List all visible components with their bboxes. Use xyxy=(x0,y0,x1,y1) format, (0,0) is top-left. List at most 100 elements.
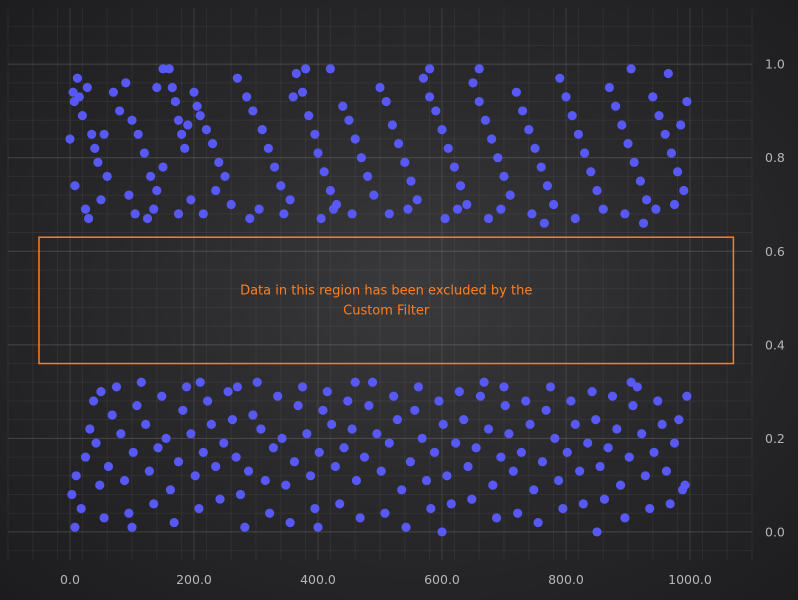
data-point xyxy=(676,120,686,130)
data-point xyxy=(201,125,211,135)
data-point xyxy=(483,213,494,224)
data-point xyxy=(665,499,675,509)
data-point xyxy=(640,471,650,481)
data-point xyxy=(615,480,626,490)
data-point xyxy=(214,157,224,167)
data-point xyxy=(325,64,335,74)
y-tick-label: 0.6 xyxy=(765,244,785,259)
data-point xyxy=(161,433,171,443)
data-point xyxy=(265,508,275,518)
data-point xyxy=(103,461,114,472)
data-point xyxy=(431,106,441,116)
data-point xyxy=(108,87,118,97)
data-point xyxy=(173,115,184,125)
data-point xyxy=(418,73,428,83)
data-point xyxy=(279,209,289,219)
data-point xyxy=(169,517,179,528)
data-point xyxy=(152,82,162,93)
data-point xyxy=(381,96,391,107)
data-point xyxy=(375,82,385,93)
data-point xyxy=(198,447,208,458)
data-point xyxy=(124,508,134,518)
data-point xyxy=(149,204,159,214)
data-point xyxy=(338,101,348,111)
data-point xyxy=(454,386,464,397)
data-point xyxy=(555,73,565,83)
data-point xyxy=(181,382,192,392)
data-point xyxy=(674,415,684,425)
excluded-region-label-line2: Custom Filter xyxy=(343,303,430,318)
data-point xyxy=(488,480,498,490)
data-point xyxy=(521,396,531,406)
data-point xyxy=(72,73,83,83)
data-point xyxy=(285,517,295,528)
data-point xyxy=(158,162,168,172)
data-point xyxy=(660,129,670,139)
data-point xyxy=(285,195,295,205)
data-point xyxy=(417,433,427,443)
data-point xyxy=(223,386,233,397)
data-point xyxy=(291,68,301,79)
data-point xyxy=(339,443,349,453)
data-point xyxy=(567,110,577,121)
data-point xyxy=(499,382,509,392)
data-point xyxy=(99,129,109,139)
data-point xyxy=(624,452,634,462)
data-point xyxy=(425,64,435,74)
data-point xyxy=(654,110,664,121)
data-point xyxy=(425,92,435,102)
data-point xyxy=(70,522,80,532)
data-point xyxy=(195,110,205,121)
data-point xyxy=(493,153,503,163)
data-point xyxy=(537,457,548,467)
data-points xyxy=(65,64,692,537)
data-point xyxy=(682,96,692,107)
data-point xyxy=(440,213,450,224)
data-point xyxy=(256,424,266,434)
data-point xyxy=(313,522,323,532)
data-point xyxy=(380,508,390,518)
data-point xyxy=(304,110,314,121)
data-point xyxy=(356,153,366,163)
data-point xyxy=(146,171,156,182)
data-point xyxy=(257,125,267,135)
data-point xyxy=(76,503,86,514)
data-point xyxy=(351,475,362,486)
data-point xyxy=(580,148,590,158)
data-point xyxy=(318,405,328,415)
data-point xyxy=(67,489,77,500)
data-point xyxy=(653,396,663,406)
data-point xyxy=(289,457,300,467)
data-point xyxy=(679,185,689,196)
data-point xyxy=(468,78,478,88)
data-point xyxy=(638,218,649,228)
data-point xyxy=(513,508,523,518)
data-point xyxy=(186,429,196,439)
data-point xyxy=(592,527,602,537)
data-point xyxy=(505,190,515,200)
data-point xyxy=(180,143,190,153)
data-point xyxy=(139,148,149,158)
data-point xyxy=(442,471,452,481)
data-point xyxy=(541,405,551,415)
data-point xyxy=(459,415,469,425)
data-point xyxy=(443,143,453,153)
data-point xyxy=(102,171,112,182)
data-point xyxy=(313,148,323,158)
data-point xyxy=(462,199,472,210)
data-point xyxy=(403,204,413,214)
data-point xyxy=(142,213,153,224)
y-tick-label: 1.0 xyxy=(765,57,785,72)
data-point xyxy=(99,513,109,523)
data-point xyxy=(243,466,254,476)
data-point xyxy=(635,176,646,186)
y-tick-label: 0.0 xyxy=(765,524,785,539)
data-point xyxy=(189,87,199,97)
data-point xyxy=(297,87,308,97)
data-point xyxy=(666,148,677,158)
data-point xyxy=(121,78,131,88)
data-point xyxy=(626,64,636,74)
data-point xyxy=(277,433,287,443)
data-point xyxy=(116,429,126,439)
data-point xyxy=(70,181,80,191)
